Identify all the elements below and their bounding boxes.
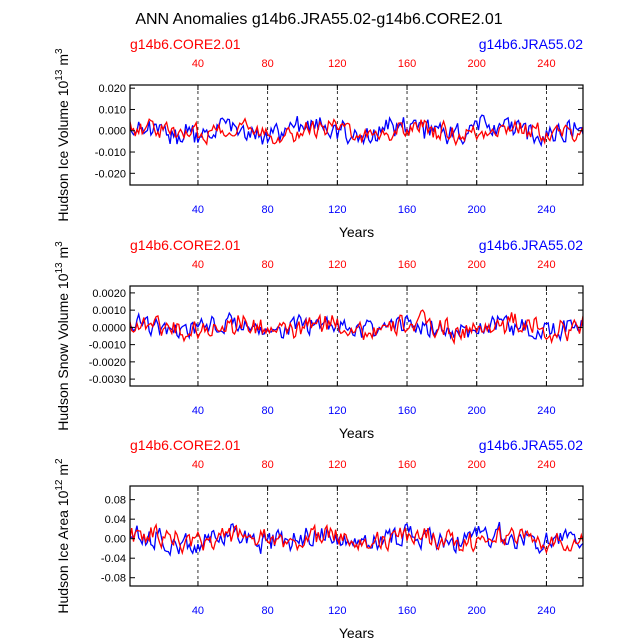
- x-tick-label-top: 240: [537, 58, 555, 70]
- y-tick-label: 0.04: [105, 514, 126, 526]
- x-tick-label: 200: [468, 204, 486, 216]
- x-tick-label-top: 80: [262, 58, 274, 70]
- y-axis-label: Hudson Ice Volume 1013 m3: [54, 48, 71, 222]
- legend-core: g14b6.CORE2.01: [130, 437, 241, 453]
- plot-frame: [129, 485, 584, 587]
- x-tick-label-top: 240: [537, 459, 555, 471]
- x-tick-label: 240: [537, 204, 555, 216]
- y-tick-label: -0.0020: [89, 357, 126, 369]
- x-tick-label-top: 40: [192, 259, 204, 271]
- x-tick-label-top: 120: [328, 58, 346, 70]
- legend-jra: g14b6.JRA55.02: [479, 36, 584, 52]
- legend-jra: g14b6.JRA55.02: [479, 437, 584, 453]
- x-tick-label: 120: [328, 204, 346, 216]
- x-tick-label-top: 160: [398, 259, 416, 271]
- y-tick-label: 0.020: [98, 83, 126, 95]
- x-tick-label-top: 240: [537, 259, 555, 271]
- x-tick-label-top: 40: [192, 58, 204, 70]
- x-tick-label-top: 160: [398, 459, 416, 471]
- plot-frame: [129, 84, 584, 186]
- x-tick-label: 240: [537, 405, 555, 417]
- x-tick-label: 120: [328, 405, 346, 417]
- legend-core: g14b6.CORE2.01: [130, 36, 241, 52]
- x-tick-label-top: 120: [328, 459, 346, 471]
- panel-ice-area: -0.08 -0.04 0.00 0.04 0.08 40 40 80 80 120 120 160 1…: [54, 437, 584, 638]
- y-tick-label: -0.0010: [89, 340, 126, 352]
- y-tick-label: -0.04: [101, 553, 126, 565]
- y-tick-label: -0.020: [95, 168, 126, 180]
- series-line-core: [130, 117, 583, 147]
- x-tick-label: 80: [262, 204, 274, 216]
- y-tick-label: 0.000: [98, 126, 126, 138]
- x-tick-label: 240: [537, 605, 555, 617]
- y-tick-label: -0.08: [101, 573, 126, 585]
- x-tick-label: 160: [398, 204, 416, 216]
- x-tick-label: 40: [192, 405, 204, 417]
- series-line-jra: [130, 114, 583, 148]
- panel-snow-volume: -0.0030 -0.0020 -0.0010 0.0000 0.0010 0.0020 4…: [54, 237, 584, 441]
- x-tick-label: 200: [468, 605, 486, 617]
- x-axis-label: Years: [339, 425, 374, 441]
- x-tick-label: 200: [468, 405, 486, 417]
- legend-core: g14b6.CORE2.01: [130, 237, 241, 253]
- x-tick-label: 40: [192, 605, 204, 617]
- x-axis-label: Years: [339, 625, 374, 638]
- plot-frame: [129, 285, 584, 387]
- x-axis-label: Years: [339, 224, 374, 240]
- series-line-core: [130, 309, 583, 346]
- x-tick-label: 160: [398, 405, 416, 417]
- y-tick-label: -0.0030: [89, 374, 126, 386]
- x-tick-label-top: 160: [398, 58, 416, 70]
- y-tick-label: 0.0000: [92, 322, 126, 334]
- x-tick-label: 40: [192, 204, 204, 216]
- x-tick-label: 80: [262, 405, 274, 417]
- y-axis-label: Hudson Snow Volume 1013 m3: [54, 241, 71, 431]
- figure-title: ANN Anomalies g14b6.JRA55.02-g14b6.CORE2…: [135, 11, 502, 28]
- x-tick-label-top: 200: [468, 259, 486, 271]
- x-tick-label-top: 200: [468, 58, 486, 70]
- x-tick-label-top: 80: [262, 259, 274, 271]
- y-tick-label: 0.010: [98, 104, 126, 116]
- x-tick-label-top: 120: [328, 259, 346, 271]
- x-tick-label: 160: [398, 605, 416, 617]
- y-tick-label: 0.0010: [92, 305, 126, 317]
- y-axis-label: Hudson Ice Area 1012 m2: [54, 458, 71, 614]
- y-tick-label: 0.08: [105, 495, 126, 507]
- y-tick-label: 0.0020: [92, 288, 126, 300]
- legend-jra: g14b6.JRA55.02: [479, 237, 584, 253]
- x-tick-label-top: 200: [468, 459, 486, 471]
- x-tick-label: 80: [262, 605, 274, 617]
- x-tick-label-top: 40: [192, 459, 204, 471]
- series-line-core: [130, 522, 583, 556]
- panel-ice-volume: -0.020 -0.010 0.000 0.010 0.020 40 40 80 80 120 12…: [54, 36, 584, 240]
- y-tick-label: -0.010: [95, 147, 126, 159]
- x-tick-label-top: 80: [262, 459, 274, 471]
- y-tick-label: 0.00: [105, 534, 126, 546]
- x-tick-label: 120: [328, 605, 346, 617]
